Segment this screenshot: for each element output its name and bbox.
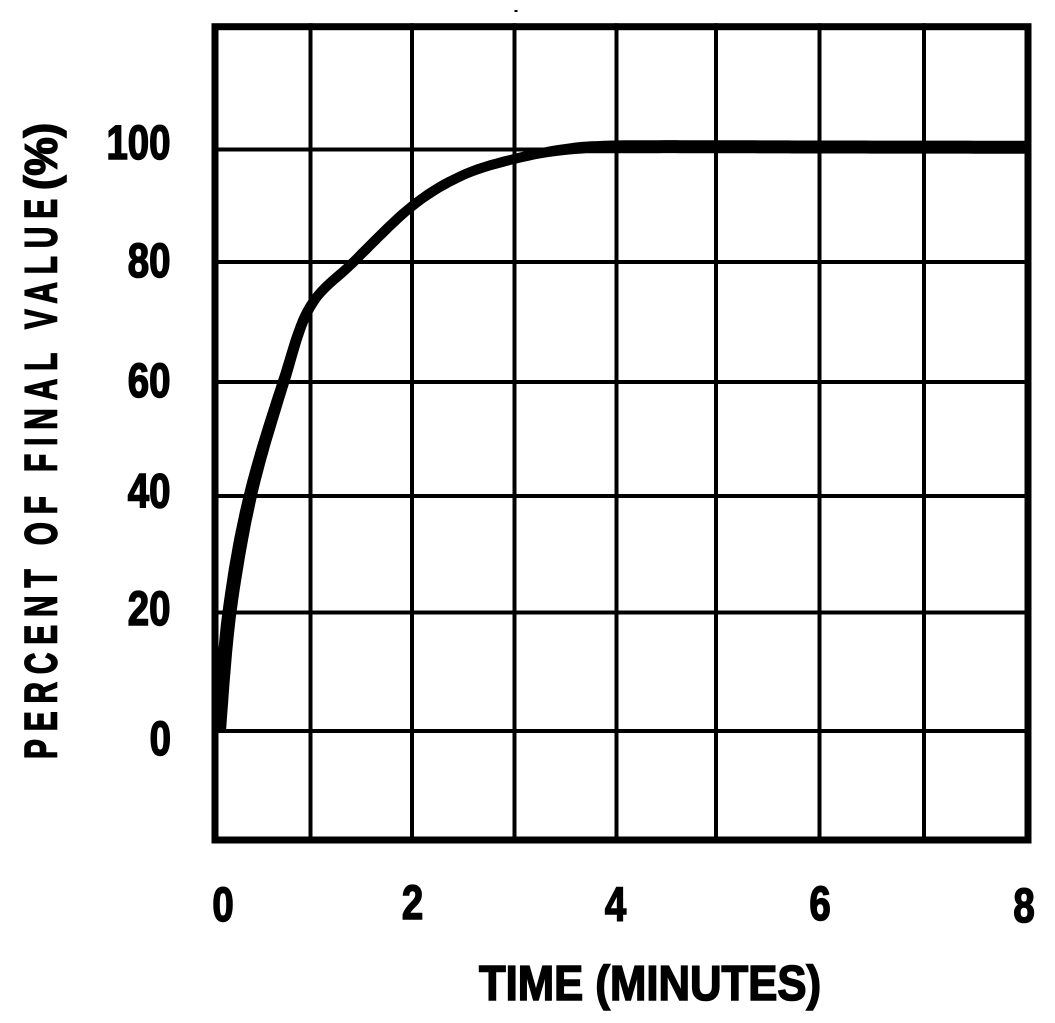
svg-text:2: 2 <box>402 877 423 930</box>
svg-text:4: 4 <box>605 879 626 932</box>
svg-text:TIME (MINUTES): TIME (MINUTES) <box>479 957 821 1011</box>
svg-text:PERCENT OF FINAL VALUE: PERCENT OF FINAL VALUE <box>16 191 67 759</box>
svg-text:(%): (%) <box>16 123 67 190</box>
svg-text:100: 100 <box>106 117 170 170</box>
svg-text:80: 80 <box>128 235 171 288</box>
svg-text:0: 0 <box>150 713 171 766</box>
svg-text:20: 20 <box>128 583 171 636</box>
svg-text:0: 0 <box>212 879 233 932</box>
svg-text:8: 8 <box>1013 880 1034 933</box>
svg-text:60: 60 <box>128 355 171 408</box>
svg-text:40: 40 <box>128 466 171 519</box>
svg-text:6: 6 <box>809 878 830 931</box>
